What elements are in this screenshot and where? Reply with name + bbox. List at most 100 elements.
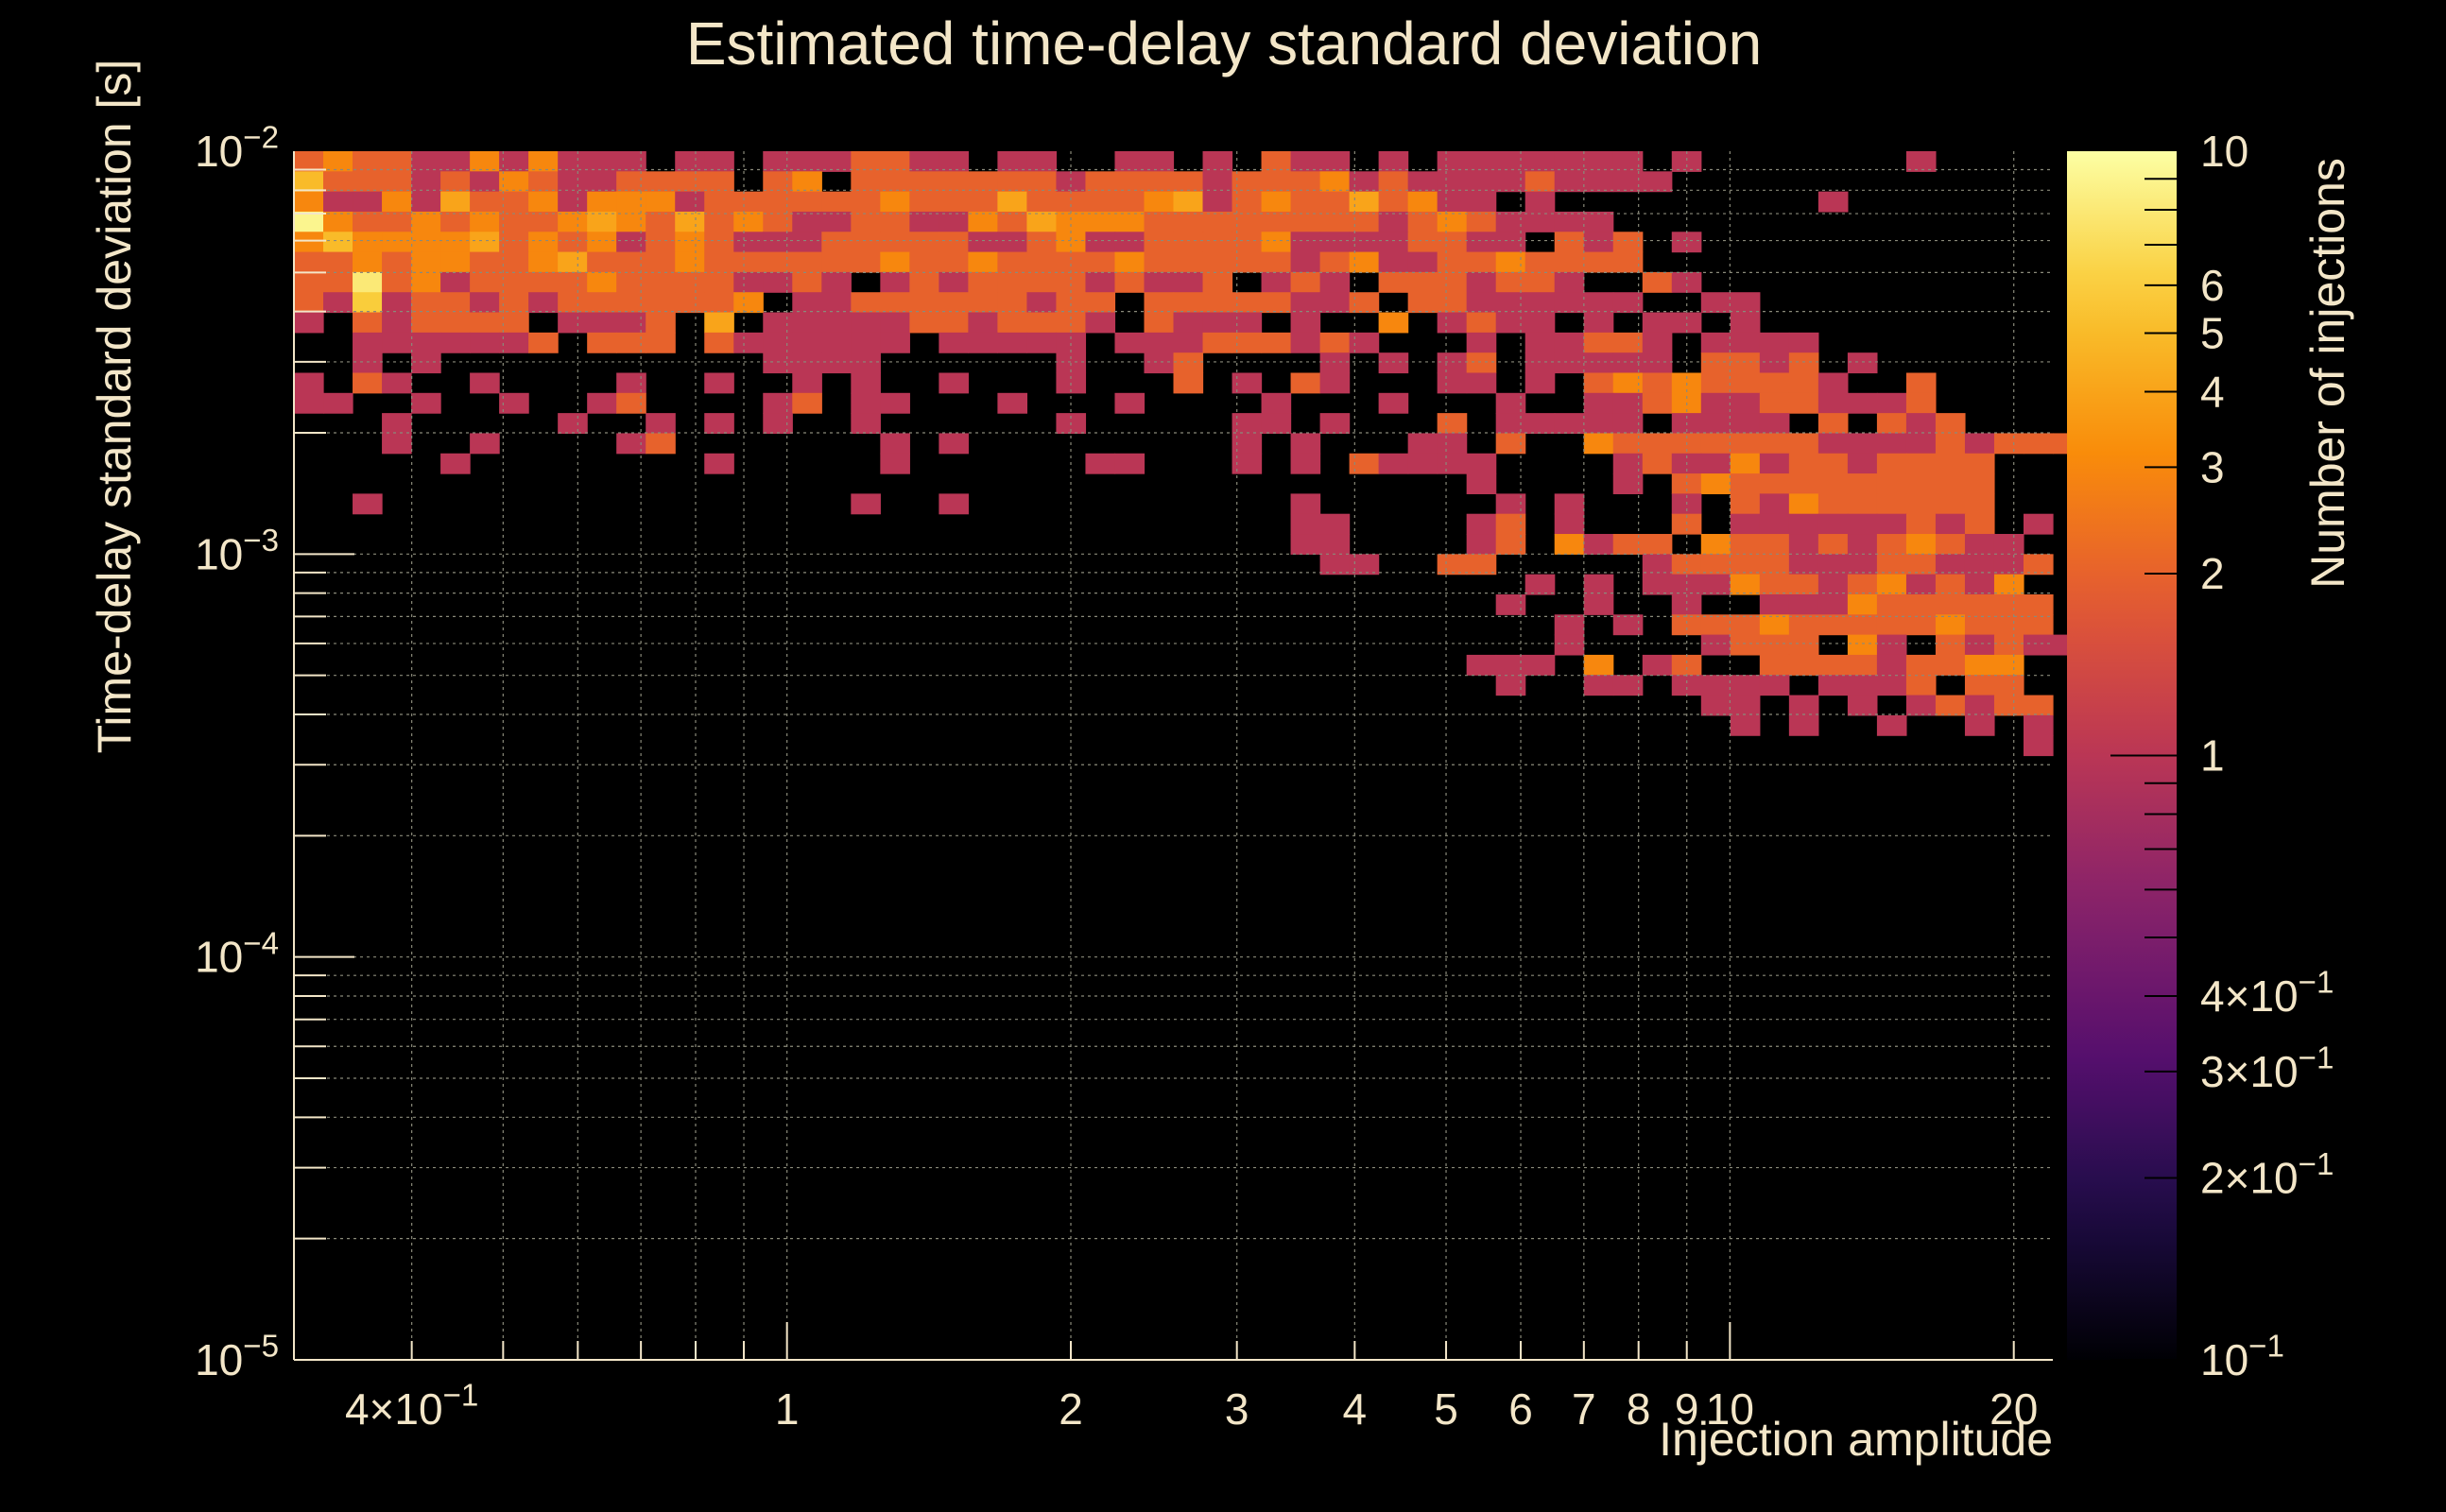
heatmap-cell xyxy=(763,392,793,414)
heatmap-cell xyxy=(382,413,412,435)
heatmap-cell xyxy=(1935,473,1966,494)
heatmap-cell xyxy=(1554,232,1585,253)
x-tick-label: 10 xyxy=(1706,1384,1754,1434)
heatmap-cell xyxy=(909,191,939,213)
heatmap-cell xyxy=(1290,232,1321,253)
heatmap-cell xyxy=(1466,554,1497,576)
heatmap-cell xyxy=(587,191,617,213)
heatmap-cell xyxy=(1730,534,1761,555)
heatmap-cell xyxy=(1583,151,1614,172)
heatmap-cell xyxy=(1788,714,1819,736)
heatmap-cell xyxy=(1261,232,1292,253)
heatmap-cell xyxy=(1437,191,1468,213)
heatmap-cell xyxy=(1437,171,1468,193)
heatmap-cell xyxy=(1759,654,1790,676)
heatmap-cell xyxy=(1349,251,1380,273)
heatmap-cell xyxy=(1788,513,1819,535)
heatmap-cell xyxy=(704,413,734,435)
heatmap-cell xyxy=(1700,634,1731,656)
heatmap-cell xyxy=(1202,251,1233,273)
heatmap-cell xyxy=(382,191,412,213)
heatmap-cell xyxy=(1202,292,1233,314)
heatmap-cell xyxy=(1847,675,1878,696)
heatmap-cell xyxy=(470,372,500,394)
heatmap-cell xyxy=(1817,593,1849,615)
heatmap-cell xyxy=(704,211,734,232)
heatmap-cell xyxy=(528,211,559,232)
heatmap-cell xyxy=(1495,675,1526,696)
heatmap-cell xyxy=(1964,534,1995,555)
heatmap-cell xyxy=(704,232,734,253)
heatmap-cell xyxy=(1437,554,1468,576)
heatmap-cell xyxy=(528,251,559,273)
heatmap-cell xyxy=(1612,292,1644,314)
heatmap-cell xyxy=(558,312,588,334)
heatmap-cell xyxy=(1642,453,1673,474)
heatmap-cell xyxy=(704,312,734,334)
heatmap-cell xyxy=(1847,433,1878,455)
heatmap-cell xyxy=(353,191,383,213)
grid-lines xyxy=(293,151,2053,1361)
heatmap-cell xyxy=(851,251,881,273)
heatmap-cell xyxy=(323,151,353,172)
heatmap-cell xyxy=(1876,675,1907,696)
heatmap-cell xyxy=(1876,554,1907,576)
heatmap-cell xyxy=(1144,191,1175,213)
heatmap-cell xyxy=(1466,171,1497,193)
heatmap-cell xyxy=(1964,593,1995,615)
y-axis-label: Time-delay standard deviation [s] xyxy=(88,60,141,754)
heatmap-cell xyxy=(1378,352,1409,374)
heatmap-cell xyxy=(1700,614,1731,636)
heatmap-cell xyxy=(323,392,353,414)
heatmap-cell xyxy=(1935,433,1966,455)
heatmap-cell xyxy=(1495,513,1526,535)
heatmap-cell xyxy=(1437,433,1468,455)
heatmap-cell xyxy=(1759,593,1790,615)
heatmap-cell xyxy=(1905,473,1937,494)
heatmap-cell xyxy=(1466,292,1497,314)
heatmap-cell xyxy=(1583,372,1614,394)
heatmap-cell xyxy=(411,332,441,353)
heatmap-cell xyxy=(1642,271,1673,293)
heatmap-cell xyxy=(1964,675,1995,696)
heatmap-cell xyxy=(1554,292,1585,314)
heatmap-cell xyxy=(1319,211,1351,232)
heatmap-cell xyxy=(1964,654,1995,676)
heatmap-cell xyxy=(587,392,617,414)
heatmap-cell xyxy=(1817,493,1849,515)
heatmap-cell xyxy=(1173,171,1204,193)
heatmap-cell xyxy=(1935,534,1966,555)
heatmap-cell xyxy=(616,433,646,455)
heatmap-cell xyxy=(1993,695,2024,716)
heatmap-cell xyxy=(675,232,705,253)
heatmap-cell xyxy=(1085,251,1116,273)
heatmap-cell xyxy=(1114,211,1145,232)
heatmap-cell xyxy=(382,332,412,353)
heatmap-cell xyxy=(294,151,324,172)
heatmap-cell xyxy=(1788,372,1819,394)
heatmap-cell xyxy=(1642,312,1673,334)
heatmap-cell xyxy=(1407,271,1438,293)
heatmap-cell xyxy=(763,191,793,213)
heatmap-cell xyxy=(558,271,588,293)
heatmap-cell xyxy=(792,251,822,273)
heatmap-cell xyxy=(1876,433,1907,455)
heatmap-cell xyxy=(1495,413,1526,435)
colorbar-tick-label: 2 xyxy=(2200,549,2225,598)
heatmap-cell xyxy=(440,151,471,172)
colorbar-tick-label: 3 xyxy=(2200,442,2225,491)
heatmap-cell xyxy=(1759,453,1790,474)
heatmap-cell xyxy=(1261,392,1292,414)
heatmap-cell xyxy=(1730,574,1761,595)
heatmap-cell xyxy=(616,251,646,273)
heatmap-cell xyxy=(353,372,383,394)
heatmap-cell xyxy=(1847,513,1878,535)
heatmap-cell xyxy=(353,312,383,334)
heatmap-cell xyxy=(499,332,529,353)
heatmap-cell xyxy=(1671,271,1702,293)
heatmap-cell xyxy=(294,251,324,273)
heatmap-cell xyxy=(646,171,676,193)
heatmap-cell xyxy=(2023,695,2054,716)
heatmap-cell xyxy=(1495,312,1526,334)
heatmap-cell xyxy=(1319,271,1351,293)
